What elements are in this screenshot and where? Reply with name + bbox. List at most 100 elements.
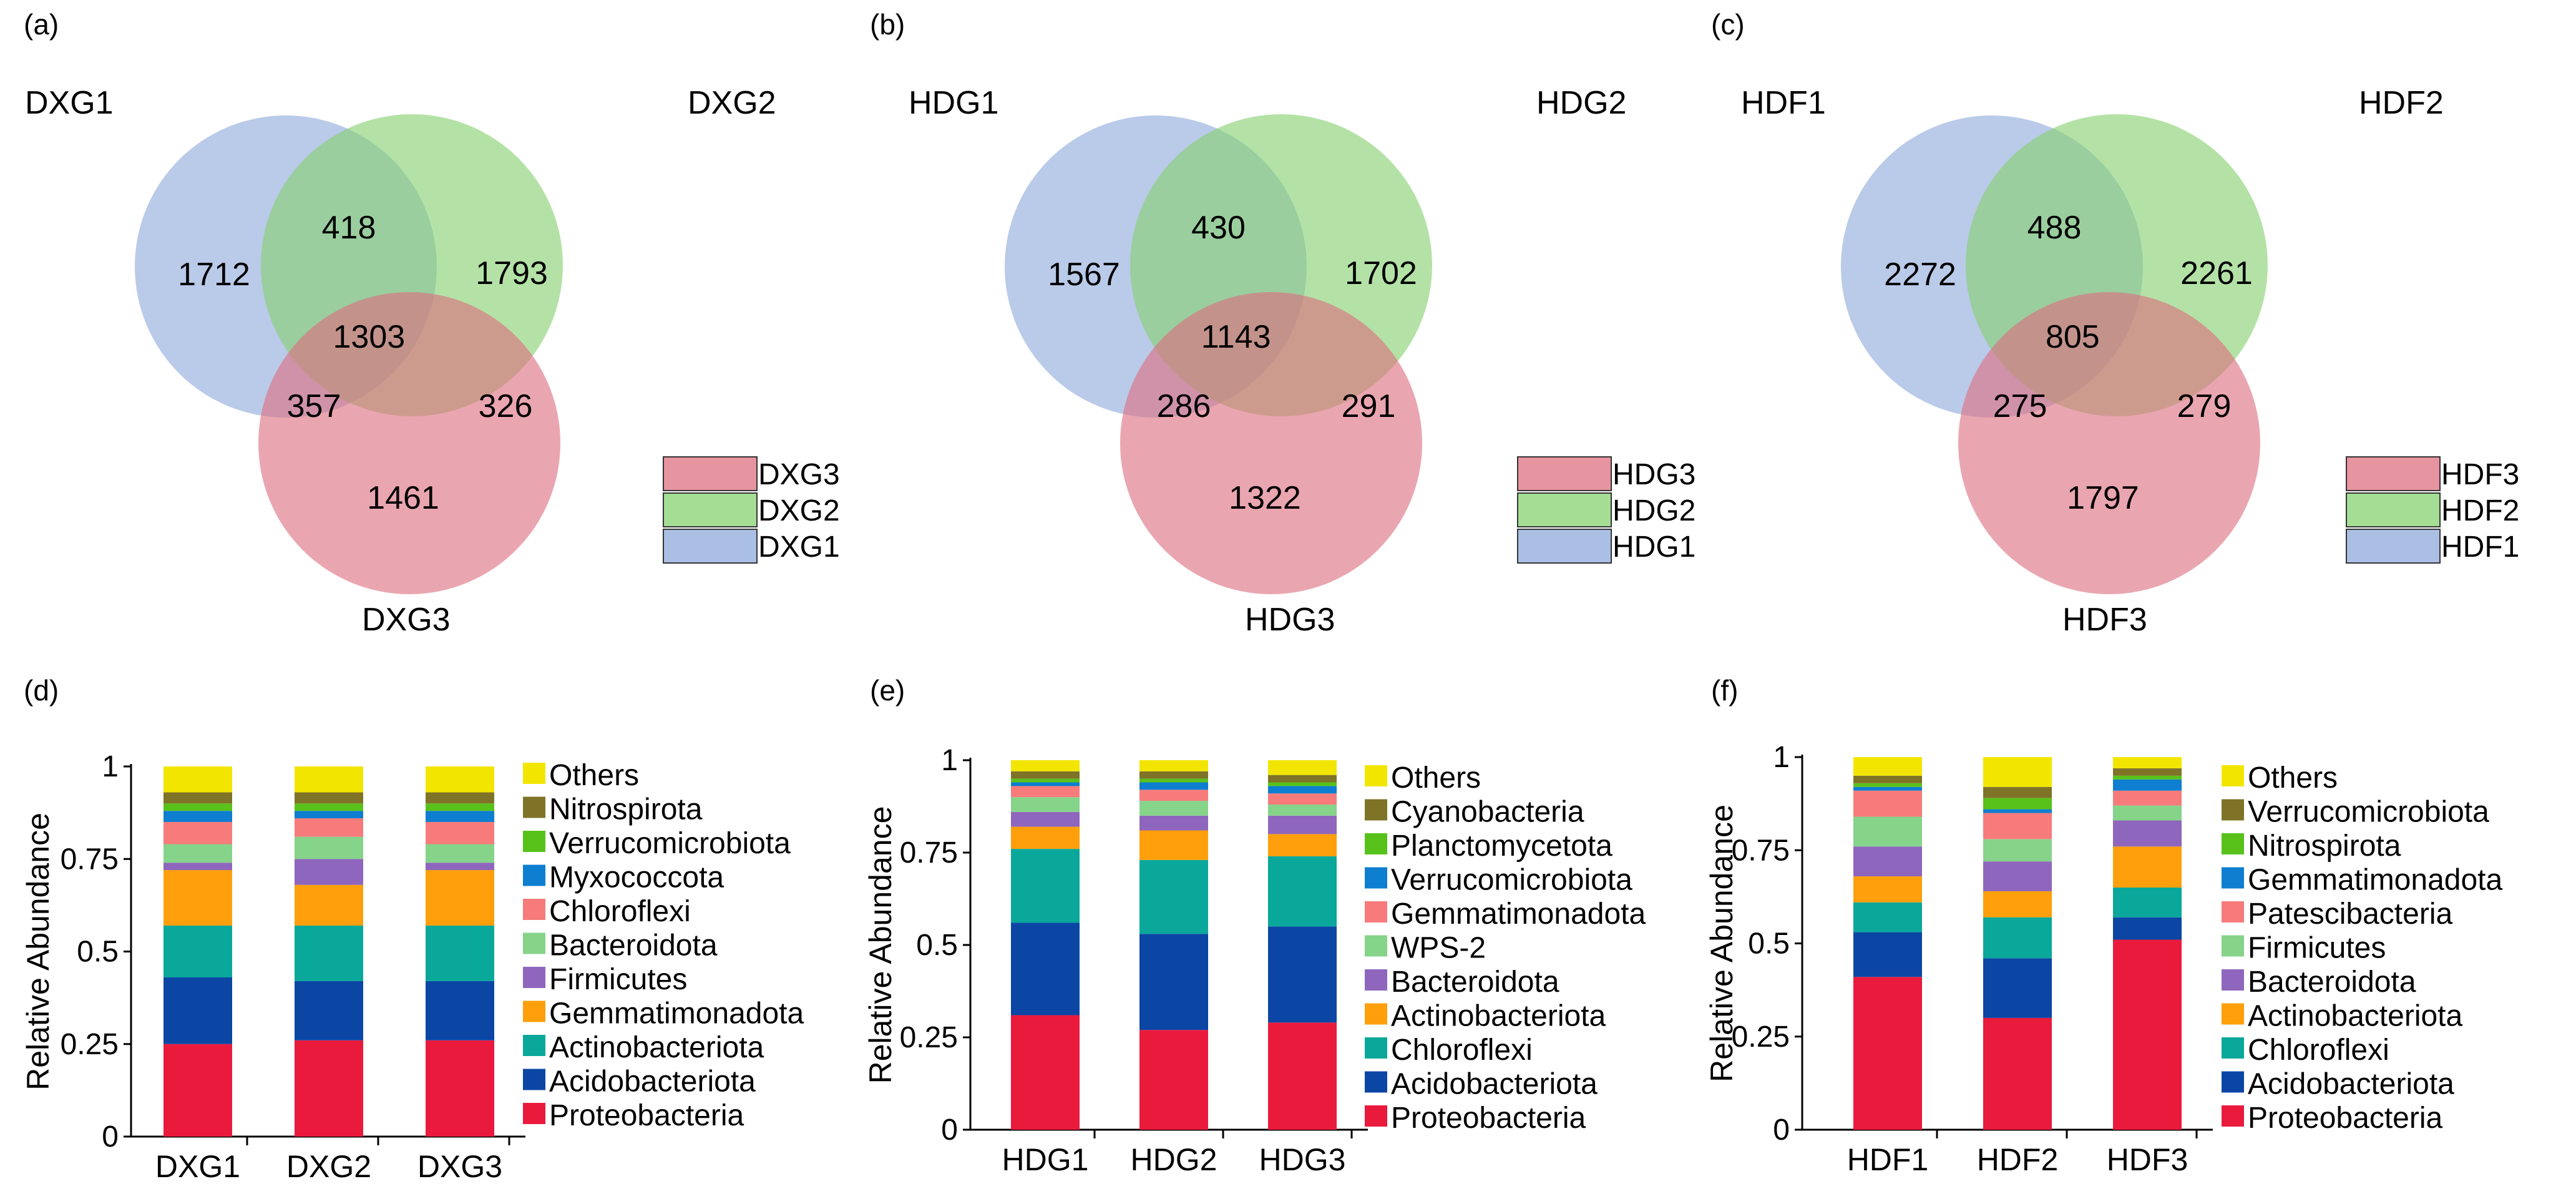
venn-count-only-2: 2261 (2180, 255, 2253, 291)
bar-segment-others (1139, 760, 1208, 771)
bar-segment-gemmatimonadota (1268, 793, 1337, 805)
bar-chart-1: (d) 0 0.25 0.5 0.75 1 Relative Abundance DXG1 DX… (21, 674, 804, 1184)
bar-segment-bacteroidota (295, 836, 363, 859)
bar-segment-wps-2 (1139, 801, 1208, 816)
bar-segment-chloroflexi (1011, 849, 1080, 923)
venn-legend-swatch (663, 492, 758, 527)
venn-legend-swatch (1517, 529, 1612, 564)
y-tick-label: 0.75 (900, 836, 958, 869)
bar-segment-gemmatimonadota (163, 870, 232, 926)
bar-segment-proteobacteria (426, 1040, 494, 1137)
bar-segment-nitrospirota (1853, 783, 1922, 787)
legend-swatch (523, 932, 545, 954)
legend-swatch (523, 899, 545, 920)
legend-label: Chloroflexi (2248, 1034, 2389, 1067)
legend-label: Acidobacteriota (549, 1065, 756, 1099)
legend-swatch (1365, 1105, 1387, 1127)
legend-swatch (2222, 1071, 2244, 1093)
bar-segment-nitrospirota (2113, 775, 2182, 780)
bar-segment-patescibacteria (1853, 790, 1922, 817)
legend-label: Firmicutes (549, 963, 687, 996)
venn-count-r123: 805 (2046, 319, 2100, 355)
venn-legend-swatch (663, 456, 758, 491)
legend-label: Acidobacteriota (2248, 1068, 2454, 1101)
bar-segment-bacteroidota (1853, 846, 1922, 877)
legend-label: Gemmatimonadota (549, 997, 804, 1030)
y-tick-label: 0.25 (1732, 1020, 1790, 1054)
bar-segment-cyanobacteria (1139, 771, 1208, 779)
legend-label: WPS-2 (1391, 932, 1486, 965)
bar-segment-firmicutes (426, 863, 494, 871)
legend-swatch (1365, 935, 1387, 957)
y-axis-label: Relative Abundance (21, 813, 56, 1090)
bar-segment-gemmatimonadota (1011, 786, 1080, 798)
bar-segment-bacteroidota (163, 844, 232, 863)
bar-segment-chloroflexi (1268, 856, 1337, 927)
venn-count-r12: 418 (322, 210, 376, 246)
bar-segment-gemmatimonadota (295, 884, 363, 926)
bar-segment-firmicutes (1983, 839, 2052, 862)
venn-set-label: HDG2 (1536, 85, 1626, 121)
legend-label: Others (1391, 761, 1481, 795)
venn-count-r12: 430 (1191, 210, 1246, 246)
venn-legend-swatch (1517, 492, 1612, 527)
venn-legend-swatch (1517, 456, 1612, 491)
legend-swatch (523, 967, 545, 988)
bar-segment-bacteroidota (1983, 861, 2052, 891)
bar-segment-chloroflexi (295, 818, 363, 837)
bar-segment-actinobacteriota (2113, 846, 2182, 888)
bar-segment-acidobacteriota (1139, 934, 1208, 1030)
legend-swatch (523, 1069, 545, 1090)
x-tick-label: HDG2 (1131, 1142, 1217, 1177)
legend-swatch (1365, 867, 1387, 889)
venn-set-label: DXG3 (362, 602, 451, 638)
x-tick-label: HDF2 (1977, 1142, 2059, 1177)
legend-swatch (523, 763, 545, 784)
bar-segment-others (163, 766, 232, 793)
venn-count-only-1: 1712 (178, 257, 250, 293)
x-tick-label: HDF1 (1847, 1142, 1929, 1177)
venn-legend-label: DXG1 (758, 531, 840, 564)
bar-segment-actinobacteriota (1139, 830, 1208, 860)
bar-segment-planctomycetota (1268, 782, 1337, 786)
legend-label: Proteobacteria (2248, 1102, 2442, 1135)
bar-segment-proteobacteria (1139, 1030, 1208, 1130)
legend-swatch (523, 831, 545, 852)
bar-segment-chloroflexi (1983, 917, 2052, 959)
bar-segment-planctomycetota (1011, 778, 1080, 783)
legend-swatch (2222, 901, 2244, 922)
bar-segment-chloroflexi (426, 821, 494, 844)
bar-segment-chloroflexi (1853, 902, 1922, 932)
bar-segment-gemmatimonadota (1139, 790, 1208, 801)
bar-segment-proteobacteria (1853, 977, 1922, 1130)
y-tick-label: 0 (1773, 1113, 1790, 1147)
legend-label: Nitrospirota (2248, 829, 2401, 863)
legend-label: Verrucomicrobiota (1391, 864, 1632, 897)
bar-segment-others (426, 766, 494, 793)
bar-segment-myxococcota (295, 811, 363, 819)
bar-segment-verrucomicrobiota (1011, 782, 1080, 786)
bar-segment-actinobacteriota (426, 925, 494, 981)
bar-segment-bacteroidota (1139, 815, 1208, 831)
bar-segment-acidobacteriota (1011, 922, 1080, 1015)
legend-label: Bacteroidota (549, 929, 718, 962)
legend-swatch (2222, 1003, 2244, 1025)
bar-segment-cyanobacteria (1011, 771, 1080, 779)
legend-label: Verrucomicrobiota (549, 827, 791, 860)
venn-legend-swatch (2346, 529, 2441, 564)
venn-set-label: DXG1 (25, 85, 114, 121)
y-tick-label: 0 (941, 1113, 958, 1147)
venn-count-only-2: 1702 (1345, 255, 1417, 291)
legend-swatch (2222, 867, 2244, 889)
bar-segment-nitrospirota (163, 792, 232, 804)
bar-segment-patescibacteria (2113, 790, 2182, 806)
bar-segment-chloroflexi (2113, 887, 2182, 918)
bar-chart-3: (f) 0 0.25 0.5 0.75 1 Relative Abundance HDF1 HD… (1704, 674, 2502, 1177)
venn-count-only-3: 1322 (1229, 480, 1301, 516)
bar-segment-others (2113, 757, 2182, 768)
venn-count-r13: 286 (1157, 388, 1211, 424)
venn-count-r23: 291 (1342, 388, 1396, 424)
bar-segment-others (1011, 760, 1080, 771)
legend-swatch (2222, 1105, 2244, 1127)
y-tick-label: 0.5 (1748, 927, 1790, 961)
